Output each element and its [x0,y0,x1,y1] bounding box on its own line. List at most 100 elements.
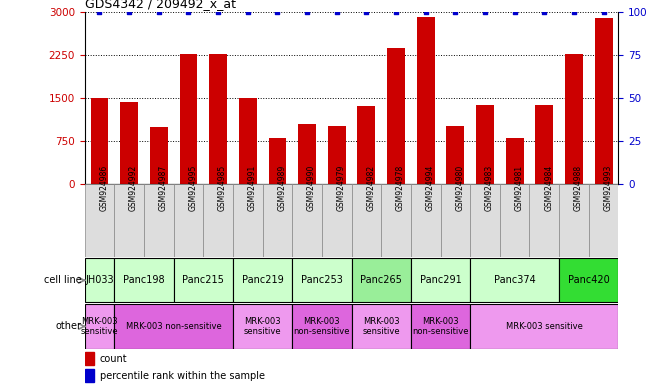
Bar [85,352,94,365]
Text: MRK-003
non-sensitive: MRK-003 non-sensitive [412,317,469,336]
Point [480,8,490,15]
Bar [268,138,286,184]
Text: count: count [100,354,127,364]
Bar [559,184,589,257]
Bar [352,258,411,303]
Point [154,8,164,15]
Text: Panc215: Panc215 [182,275,224,285]
Point [361,8,372,15]
Text: GSM924990: GSM924990 [307,165,316,211]
Bar [120,102,138,184]
Point [391,8,401,15]
Bar [411,258,470,303]
Bar [209,54,227,184]
Text: Panc253: Panc253 [301,275,343,285]
Text: GSM924992: GSM924992 [129,165,138,211]
Point [510,8,520,15]
Text: MRK-003 sensitive: MRK-003 sensitive [506,322,583,331]
Text: GSM924978: GSM924978 [396,165,405,211]
Bar [233,258,292,303]
Text: GSM924979: GSM924979 [337,165,346,211]
Text: MRK-003
sensitive: MRK-003 sensitive [243,317,281,336]
Bar [322,184,352,257]
Text: Panc265: Panc265 [360,275,402,285]
Bar [470,304,618,349]
Text: GSM924987: GSM924987 [159,165,168,211]
Bar [589,184,618,257]
Bar [292,304,352,349]
Text: Panc291: Panc291 [420,275,462,285]
Bar [262,184,292,257]
Bar [506,138,523,184]
Bar [85,184,115,257]
Bar [411,304,470,349]
Bar [565,54,583,184]
Text: GSM924983: GSM924983 [485,165,494,211]
Text: GSM924986: GSM924986 [100,165,109,211]
Text: GSM924995: GSM924995 [188,165,197,211]
Bar [203,184,233,257]
Text: GSM924993: GSM924993 [603,165,613,211]
Bar [233,304,292,349]
Bar [292,184,322,257]
Bar [180,53,197,184]
Text: GSM924984: GSM924984 [544,165,553,211]
Bar [411,184,441,257]
Bar [233,184,262,257]
Text: Panc219: Panc219 [242,275,283,285]
Text: GSM924981: GSM924981 [515,165,523,211]
Text: JH033: JH033 [85,275,114,285]
Point [302,8,312,15]
Bar [357,106,375,184]
Bar [500,184,529,257]
Point [331,8,342,15]
Point [243,8,253,15]
Bar [387,48,405,184]
Bar [239,98,256,184]
Bar [417,17,435,184]
Point [450,8,460,15]
Point [272,8,283,15]
Bar [115,184,144,257]
Text: other: other [55,321,81,331]
Point [539,8,549,15]
Text: MRK-003
sensitive: MRK-003 sensitive [81,317,118,336]
Text: GSM924994: GSM924994 [426,165,435,211]
Text: GSM924980: GSM924980 [455,165,464,211]
Bar [328,126,346,184]
Text: Panc198: Panc198 [123,275,165,285]
Bar [174,258,233,303]
Point [598,8,609,15]
Point [421,8,431,15]
Point [94,8,105,15]
Bar [441,184,470,257]
Bar [115,258,174,303]
Bar [292,258,352,303]
Text: GSM924991: GSM924991 [248,165,256,211]
Bar [476,106,494,184]
Point [183,8,193,15]
Bar [90,98,108,184]
Text: Panc420: Panc420 [568,275,610,285]
Bar [85,258,115,303]
Bar [352,184,381,257]
Bar [535,105,553,184]
Point [124,8,134,15]
Bar [298,124,316,184]
Bar [559,258,618,303]
Bar [529,184,559,257]
Text: GSM924985: GSM924985 [218,165,227,211]
Text: cell line: cell line [44,275,81,285]
Bar [174,184,203,257]
Bar [352,304,411,349]
Text: percentile rank within the sample: percentile rank within the sample [100,371,264,381]
Text: GSM924989: GSM924989 [277,165,286,211]
Bar [381,184,411,257]
Bar [470,258,559,303]
Point [569,8,579,15]
Text: GSM924982: GSM924982 [367,165,376,211]
Bar [144,184,174,257]
Bar [150,127,168,184]
Bar [85,304,115,349]
Bar [595,18,613,184]
